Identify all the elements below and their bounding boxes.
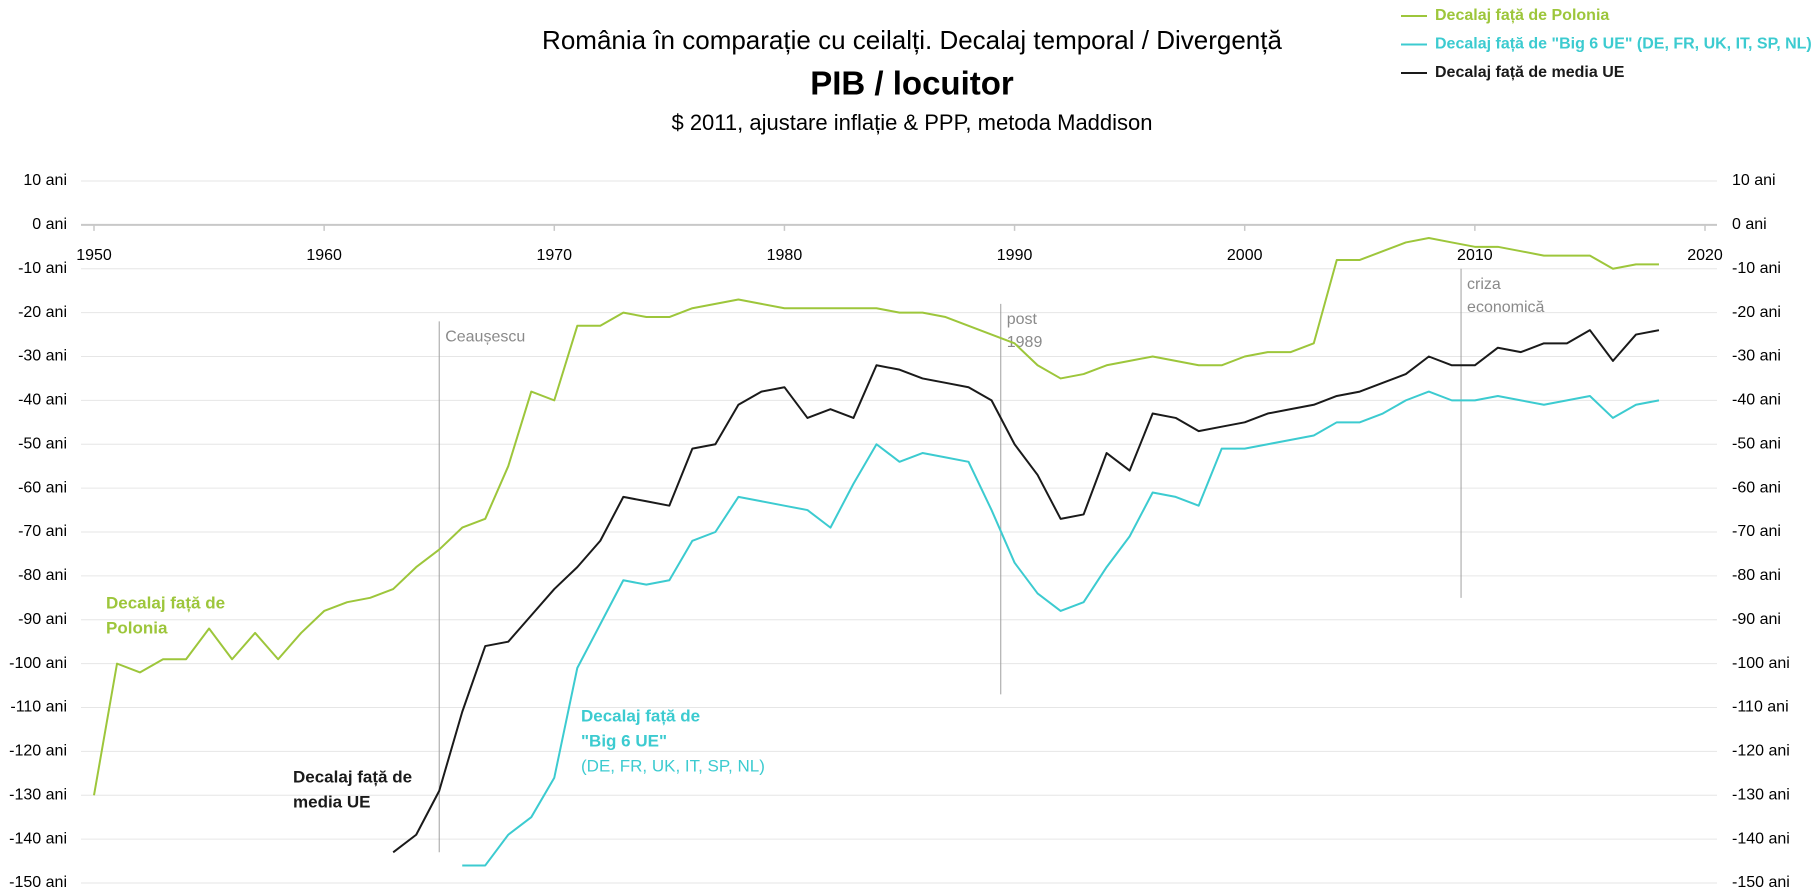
- y2-tick-label: 0 ani: [1732, 216, 1767, 233]
- x-tick-label: 1990: [997, 247, 1033, 264]
- y-tick-label: -140 ani: [9, 830, 67, 847]
- y2-tick-label: -10 ani: [1732, 260, 1781, 277]
- y-tick-label: -80 ani: [18, 567, 67, 584]
- x-tick-label: 1980: [767, 247, 803, 264]
- y-tick-label: -10 ani: [18, 260, 67, 277]
- y2-tick-label: -110 ani: [1732, 699, 1789, 716]
- series-line: [462, 390, 1660, 867]
- y2-tick-label: -40 ani: [1732, 392, 1781, 409]
- y2-tick-label: -20 ani: [1732, 304, 1781, 321]
- y-tick-label: -100 ani: [9, 655, 67, 672]
- annotation-text: Ceaușescu: [445, 329, 525, 346]
- y2-tick-label: -90 ani: [1732, 611, 1781, 628]
- series-label: Polonia: [106, 618, 168, 637]
- y-tick-label: -30 ani: [18, 348, 67, 365]
- x-tick-label: 1950: [76, 247, 112, 264]
- x-tick-label: 1960: [306, 247, 342, 264]
- y-tick-label: 0 ani: [32, 216, 67, 233]
- y2-tick-label: 10 ani: [1732, 172, 1776, 189]
- y2-tick-label: -80 ani: [1732, 567, 1781, 584]
- annotation-text: economică: [1467, 299, 1544, 316]
- annotation-text: post: [1007, 311, 1038, 328]
- y-tick-label: -110 ani: [10, 699, 67, 716]
- x-tick-label: 2000: [1227, 247, 1263, 264]
- y-tick-label: -50 ani: [18, 435, 67, 452]
- y2-tick-label: -120 ani: [1732, 743, 1790, 760]
- x-tick-label: 2010: [1457, 247, 1493, 264]
- annotation-text: criza: [1467, 276, 1501, 293]
- y2-tick-label: -100 ani: [1732, 655, 1790, 672]
- series-label: media UE: [293, 792, 370, 811]
- y-tick-label: -40 ani: [18, 392, 67, 409]
- y-tick-label: 10 ani: [23, 172, 67, 189]
- legend-label: Decalaj față de "Big 6 UE" (DE, FR, UK, …: [1435, 36, 1812, 53]
- y2-tick-label: -70 ani: [1732, 523, 1781, 540]
- y-tick-label: -20 ani: [18, 304, 67, 321]
- series-label: "Big 6 UE": [581, 731, 667, 750]
- series-line: [392, 329, 1660, 854]
- x-tick-label: 1970: [536, 247, 572, 264]
- y2-tick-label: -50 ani: [1732, 435, 1781, 452]
- y-tick-label: -120 ani: [9, 743, 67, 760]
- y2-tick-label: -150 ani: [1732, 874, 1790, 891]
- series-label: Decalaj față de: [581, 706, 700, 725]
- y2-tick-label: -130 ani: [1732, 786, 1790, 803]
- y-tick-label: -90 ani: [18, 611, 67, 628]
- series-label: Decalaj față de: [293, 767, 412, 786]
- chart-note: $ 2011, ajustare inflație & PPP, metoda …: [671, 110, 1152, 135]
- series-label: Decalaj față de: [106, 593, 225, 612]
- y2-tick-label: -30 ani: [1732, 348, 1781, 365]
- annotation-text: 1989: [1007, 334, 1043, 351]
- y-tick-label: -130 ani: [9, 786, 67, 803]
- series-label: (DE, FR, UK, IT, SP, NL): [581, 756, 765, 775]
- y-tick-label: -60 ani: [18, 479, 67, 496]
- series-line: [93, 237, 1659, 796]
- y-tick-label: -70 ani: [18, 523, 67, 540]
- y2-tick-label: -60 ani: [1732, 479, 1781, 496]
- y-tick-label: -150 ani: [9, 874, 67, 891]
- chart-title: România în comparație cu ceilalți. Decal…: [542, 25, 1282, 55]
- chart-subtitle: PIB / locuitor: [810, 65, 1014, 102]
- y2-tick-label: -140 ani: [1732, 830, 1790, 847]
- x-tick-label: 2020: [1687, 247, 1723, 264]
- legend-label: Decalaj față de media UE: [1435, 64, 1625, 81]
- legend-label: Decalaj față de Polonia: [1435, 7, 1609, 24]
